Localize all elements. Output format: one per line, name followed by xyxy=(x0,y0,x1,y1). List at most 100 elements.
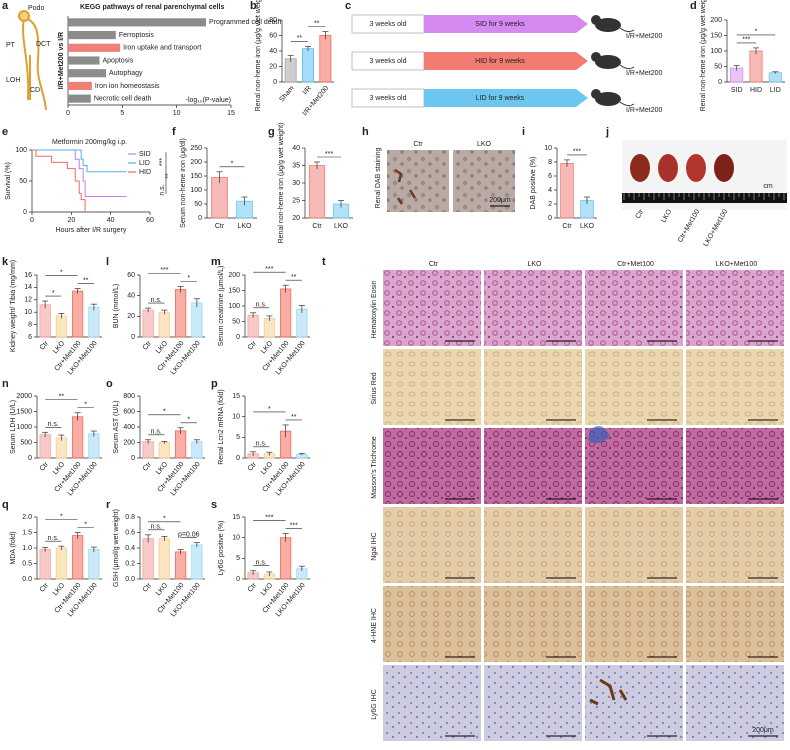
significance-label: * xyxy=(84,521,87,528)
bar xyxy=(68,94,91,103)
panel-letter: a xyxy=(2,0,9,12)
mouse-tail xyxy=(619,27,635,33)
significance-label: n.s. xyxy=(256,302,267,309)
significance-label: n.s. xyxy=(151,524,162,531)
x-tick-label: Ctr xyxy=(39,581,51,593)
y-tick-label: 0.0 xyxy=(125,576,135,583)
bar-label: Iron uptake and transport xyxy=(123,45,201,52)
bar xyxy=(39,549,51,580)
y-tick-label: 0 xyxy=(236,455,240,462)
bar-label: Iron ion homeostasis xyxy=(95,83,160,90)
bar xyxy=(560,162,574,219)
mouse-head xyxy=(591,89,601,99)
significance-label: *** xyxy=(160,267,168,274)
y-tick-label: 100 xyxy=(15,147,27,154)
panel-letter: l xyxy=(106,256,109,268)
y-tick-label: 0 xyxy=(236,334,240,341)
bar xyxy=(308,165,326,219)
significance-label: * xyxy=(84,402,87,409)
panel-letter: h xyxy=(362,126,369,138)
significance-label: *** xyxy=(265,266,273,273)
micrograph xyxy=(383,428,481,504)
bar xyxy=(88,306,100,338)
diet-arrow xyxy=(424,15,588,33)
panel-letter: t xyxy=(322,256,326,268)
y-tick-label: 35 xyxy=(292,162,300,169)
dab-stain xyxy=(394,168,417,205)
x-tick-label: Ctr xyxy=(215,223,225,230)
y-axis-label: Survival (%) xyxy=(5,162,12,200)
bar xyxy=(55,437,67,459)
x-tick-label: 5 xyxy=(120,110,124,117)
significance-label: *** xyxy=(325,151,333,158)
x-tick-label: 0 xyxy=(30,217,34,224)
y-tick-label: 6 xyxy=(548,173,552,180)
panel-letter: m xyxy=(211,256,221,268)
significance-label: * xyxy=(187,417,190,424)
y-tick-label: 0.6 xyxy=(125,529,135,536)
y-tick-label: 250 xyxy=(190,145,202,152)
y-tick-label: 200 xyxy=(123,439,135,446)
bar xyxy=(749,50,763,83)
diet-label: SID for 9 weeks xyxy=(475,21,525,28)
y-axis-label: BUN (mmol/L) xyxy=(113,284,120,328)
significance-label: * xyxy=(268,406,271,413)
y-axis-label: DAB positive (%) xyxy=(530,157,537,210)
x-tick-label: HID xyxy=(750,87,762,94)
micrograph xyxy=(686,349,784,425)
micrograph xyxy=(484,270,582,346)
y-tick-label: 25 xyxy=(292,197,300,204)
x-tick-label: Ctr xyxy=(247,339,259,351)
y-tick-label: 150 xyxy=(228,287,240,294)
y-tick-label: 600 xyxy=(123,408,135,415)
y-tick-label: 80 xyxy=(269,17,277,24)
y-tick-label: 400 xyxy=(123,424,135,431)
micrograph xyxy=(484,665,582,741)
y-tick-label: 2.0 xyxy=(22,514,32,521)
scale-label: 200μm xyxy=(489,197,511,204)
image-axis-label: Renal DAB staining xyxy=(375,148,382,209)
y-tick-label: 10 xyxy=(24,309,32,316)
y-tick-label: 6 xyxy=(28,334,32,341)
bar xyxy=(319,35,332,83)
bar xyxy=(191,302,203,338)
y-tick-label: 20 xyxy=(292,215,300,222)
y-tick-label: 40 xyxy=(292,145,300,152)
column-label: Ctr xyxy=(429,261,439,268)
panel-letter: e xyxy=(2,126,8,138)
y-tick-label: 0.4 xyxy=(125,545,135,552)
panel-letter: d xyxy=(690,0,697,12)
micrograph xyxy=(585,270,683,346)
significance-label: ** xyxy=(314,20,320,27)
x-tick-label: LKO xyxy=(237,223,252,230)
x-tick-label: LKO xyxy=(580,223,595,230)
x-tick-label: 0 xyxy=(66,110,70,117)
x-tick-label: Ctr xyxy=(312,223,322,230)
significance-label: ** xyxy=(83,277,89,284)
bar xyxy=(55,547,67,580)
y-tick-label: 200 xyxy=(228,272,240,279)
y-tick-label: 1500 xyxy=(16,408,32,415)
bar xyxy=(39,304,51,338)
significance-label: * xyxy=(231,161,234,168)
bar xyxy=(68,69,107,78)
survival-line xyxy=(32,149,127,173)
survival-line xyxy=(32,149,127,197)
glomerulus xyxy=(18,10,30,22)
significance-label: * xyxy=(52,290,55,297)
bar xyxy=(302,48,314,83)
y-tick-label: 10 xyxy=(232,535,240,542)
kidney-label: LOH xyxy=(6,77,20,84)
significance-label: ** xyxy=(297,35,303,42)
chart-title: Metformin 200mg/kg i.p. xyxy=(52,139,127,146)
mouse-body xyxy=(595,55,621,69)
micrograph xyxy=(484,507,582,583)
y-tick-label: 0 xyxy=(131,334,135,341)
x-tick-label: LKO xyxy=(155,582,170,598)
y-tick-label: 150 xyxy=(710,32,722,39)
bar xyxy=(191,544,203,580)
y-tick-label: 100 xyxy=(710,48,722,55)
significance-label: * xyxy=(755,29,758,36)
